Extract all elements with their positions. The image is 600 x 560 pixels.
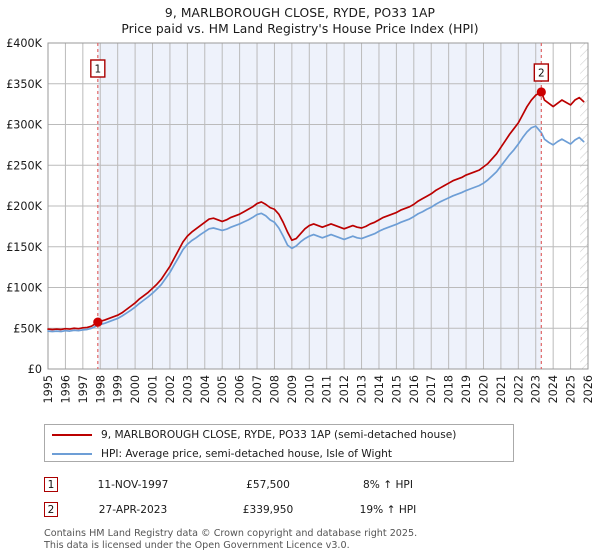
- chart-title-block: 9, MARLBOROUGH CLOSE, RYDE, PO33 1AP Pri…: [0, 0, 600, 37]
- x-axis-tick-label: 2016: [408, 375, 421, 403]
- series-line-property: [47, 91, 585, 331]
- x-axis-tick-label: 2015: [390, 375, 403, 403]
- x-axis-tick-label: 1996: [59, 375, 72, 403]
- sale-date-1: 11-NOV-1997: [97, 478, 169, 491]
- footer-copyright: Contains HM Land Registry data © Crown c…: [44, 528, 418, 539]
- x-axis-tick-label: 2024: [547, 375, 560, 403]
- x-axis-tick-label: 2008: [268, 375, 281, 403]
- x-axis-tick-label: 2010: [303, 375, 316, 403]
- x-axis-tick-label: 2006: [234, 375, 247, 403]
- y-axis-tick-label: £300K: [6, 119, 42, 132]
- sale-marker-box-1: [90, 59, 106, 78]
- sale-hpi-delta-1: 8% ↑ HPI: [363, 478, 413, 491]
- x-axis-tick-label: 2009: [286, 375, 299, 403]
- x-axis-tick-label: 2023: [530, 375, 543, 403]
- x-axis-tick-label: 2007: [251, 375, 264, 403]
- legend-label-property: 9, MARLBOROUGH CLOSE, RYDE, PO33 1AP (se…: [101, 429, 457, 441]
- legend-item-hpi: HPI: Average price, semi-detached house,…: [45, 445, 513, 463]
- x-axis-tick-label: 2012: [338, 375, 351, 403]
- page-subtitle: Price paid vs. HM Land Registry's House …: [121, 22, 479, 36]
- legend-item-property: 9, MARLBOROUGH CLOSE, RYDE, PO33 1AP (se…: [45, 426, 513, 444]
- x-axis-tick-label: 2002: [164, 375, 177, 403]
- x-axis-tick-label: 2004: [199, 375, 212, 403]
- sale-hpi-delta-2: 19% ↑ HPI: [359, 503, 417, 516]
- x-axis-tick-label: 2001: [147, 375, 160, 403]
- y-axis-tick-label: £200K: [6, 200, 42, 213]
- sale-marker-index-1: 1: [44, 477, 58, 492]
- x-axis-tick-label: 2022: [512, 375, 525, 403]
- sale-price-2: £339,950: [242, 503, 294, 516]
- y-axis-tick-label: £400K: [6, 37, 42, 50]
- legend-swatch-hpi: [52, 453, 92, 455]
- x-axis-tick-label: 2026: [582, 375, 595, 403]
- x-axis-tick-label: 2005: [216, 375, 229, 403]
- x-axis-tick-label: 1997: [77, 375, 90, 403]
- y-axis-tick-label: £250K: [6, 159, 42, 172]
- x-axis-tick-label: 1995: [42, 375, 55, 403]
- sale-marker-label-2: 2: [538, 68, 545, 80]
- y-axis-tick-label: £150K: [6, 241, 42, 254]
- x-axis-tick-label: 2017: [425, 375, 438, 403]
- y-axis-tick-label: £350K: [6, 78, 42, 91]
- x-axis-tick-label: 2011: [321, 375, 334, 403]
- sales-history-table: 1 11-NOV-1997 £57,500 8% ↑ HPI 2 27-APR-…: [44, 472, 514, 522]
- y-axis-tick-label: £0: [28, 363, 42, 376]
- legend-swatch-property: [52, 434, 92, 436]
- x-axis-tick-label: 2021: [495, 375, 508, 403]
- sale-marker-box-2: [533, 63, 550, 82]
- sale-date-2: 27-APR-2023: [98, 503, 168, 516]
- x-axis-tick-label: 2013: [356, 375, 369, 403]
- table-row: 1 11-NOV-1997 £57,500 8% ↑ HPI: [44, 472, 514, 497]
- chart-plot: £0 £50K £100K £150K £200K £250K £300K £350K £400…: [6, 37, 595, 403]
- x-axis-tick-label: 2018: [443, 375, 456, 403]
- x-axis-tick-label: 2000: [129, 375, 142, 403]
- footer-licence: This data is licensed under the Open Gov…: [44, 539, 350, 551]
- x-axis-tick-label: 2019: [460, 375, 473, 403]
- sale-price-1: £57,500: [246, 478, 290, 491]
- y-axis-tick-label: £100K: [6, 282, 42, 295]
- page-title: 9, MARLBOROUGH CLOSE, RYDE, PO33 1AP: [164, 6, 436, 20]
- x-axis-tick-label: 1999: [112, 375, 125, 403]
- table-row: 2 27-APR-2023 £339,950 19% ↑ HPI: [44, 497, 514, 522]
- legend-label-hpi: HPI: Average price, semi-detached house,…: [101, 448, 393, 460]
- sale-marker-point-2: [536, 87, 546, 97]
- x-axis-tick-label: 2014: [373, 375, 386, 403]
- sale-marker-index-2: 2: [44, 502, 58, 517]
- y-axis-tick-label: £50K: [13, 322, 42, 335]
- x-axis-tick-label: 2003: [181, 375, 194, 403]
- x-axis-tick-label: 2025: [565, 375, 578, 403]
- sale-marker-point-1: [93, 317, 103, 327]
- sale-marker-label-1: 1: [94, 64, 101, 76]
- x-axis-tick-label: 1998: [94, 375, 107, 403]
- attribution-footer: Contains HM Land Registry data © Crown c…: [44, 528, 584, 551]
- series-line-hpi: [47, 125, 585, 333]
- plot-frame: [47, 42, 589, 370]
- x-axis-tick-label: 2020: [477, 375, 490, 403]
- chart-legend: 9, MARLBOROUGH CLOSE, RYDE, PO33 1AP (se…: [44, 424, 514, 462]
